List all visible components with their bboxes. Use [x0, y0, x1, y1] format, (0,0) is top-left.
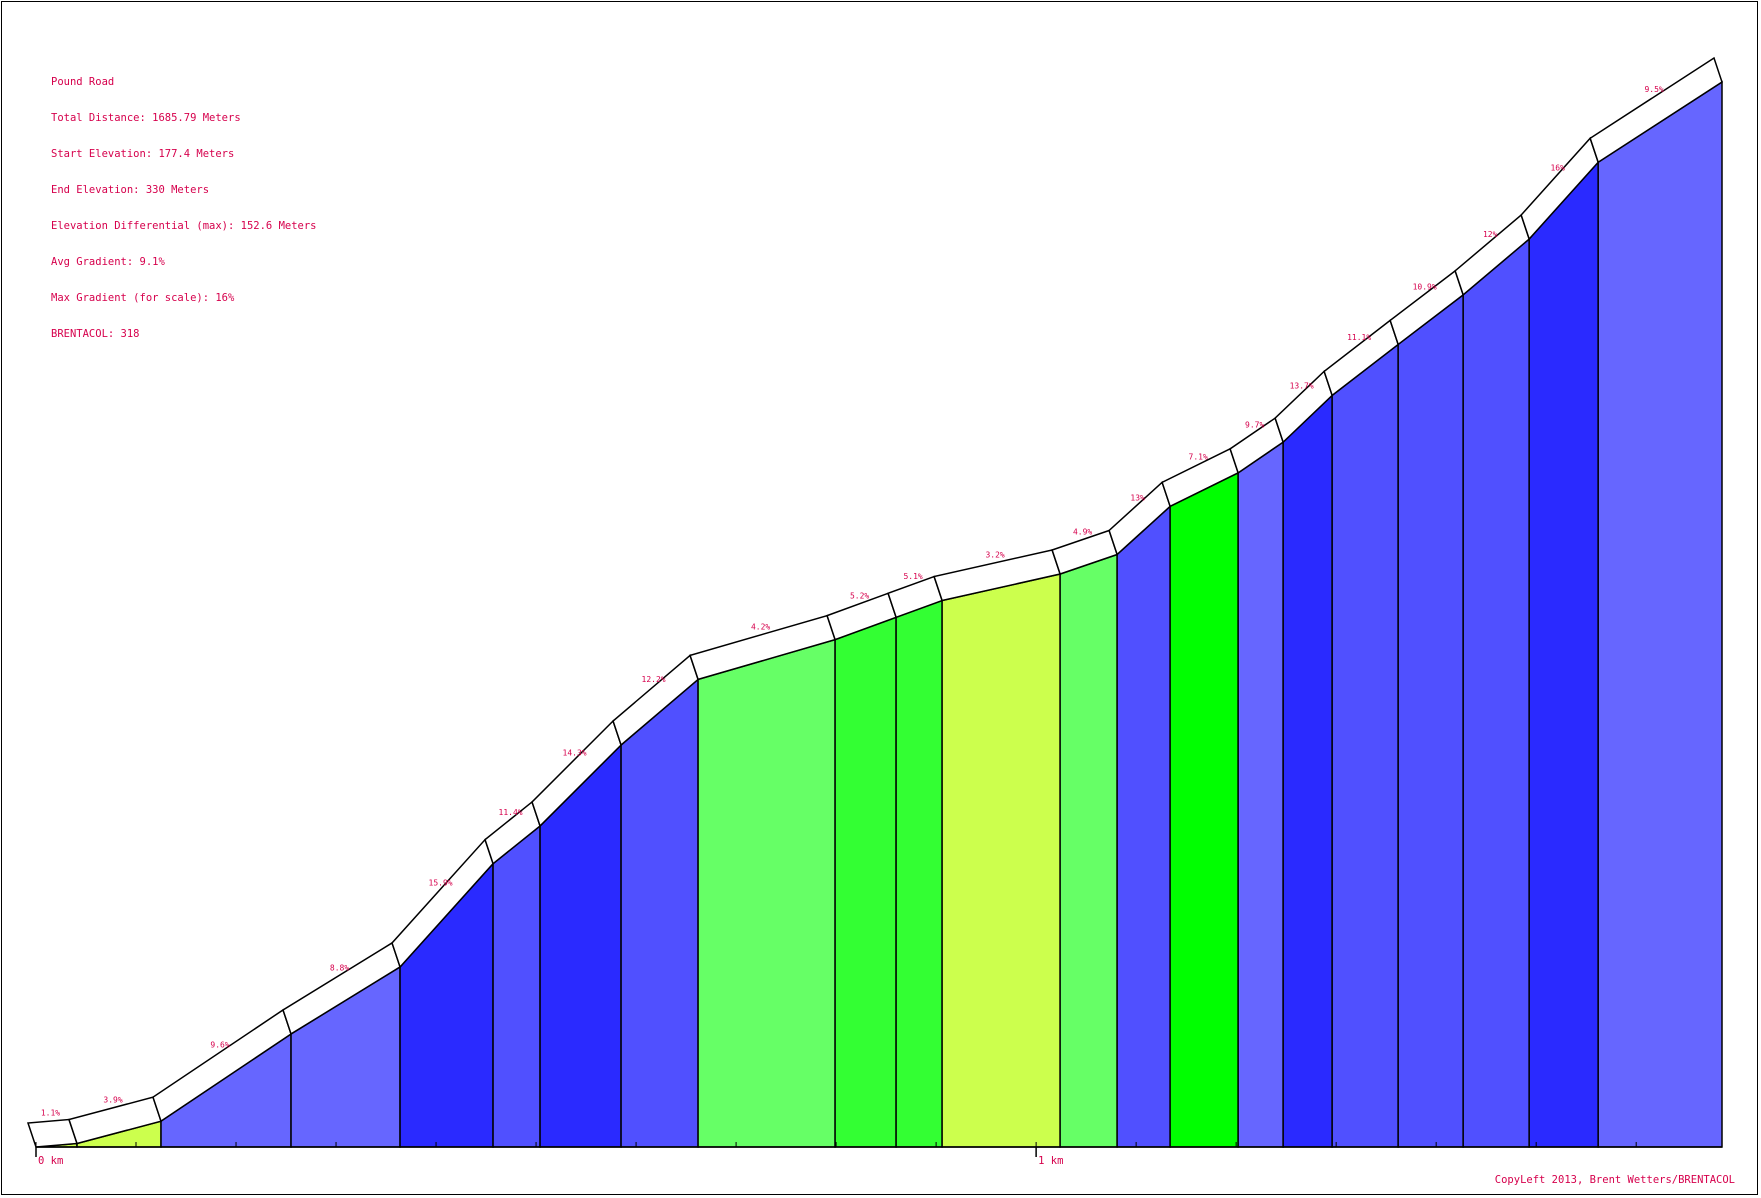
gradient-segments [35, 80, 1723, 1148]
gradient-labels: 1.1% 3.9% 9.6% 8.8% 15.9% 11.4% 14.3% 12.2% 4.2%… [41, 85, 1664, 1117]
x-tick-label: 0 km [38, 1155, 63, 1167]
gradient-label: 4.9% [1073, 527, 1092, 536]
road-band-segment [1589, 56, 1723, 164]
max-gradient: Max Gradient (for scale): 16% [51, 292, 235, 304]
gradient-label: 13.7% [1290, 382, 1314, 391]
gradient-segment [1528, 160, 1599, 1148]
distance-axis: 0 km 1 km [35, 1142, 1722, 1167]
gradient-segment [941, 573, 1061, 1148]
gradient-label: 9.7% [1245, 420, 1264, 429]
gradient-segment [1237, 440, 1284, 1148]
gradient-segment [1331, 342, 1399, 1148]
gradient-segment [1169, 471, 1239, 1148]
brentacol-score: BRENTACOL: 318 [51, 328, 140, 340]
gradient-label: 3.2% [985, 550, 1004, 559]
gradient-label: 11.1% [1347, 333, 1371, 342]
route-name: Pound Road [51, 76, 115, 88]
gradient-label: 5.1% [903, 572, 922, 581]
gradient-segment [697, 638, 836, 1148]
gradient-label: 12.2% [642, 675, 666, 684]
elevation-differential: Elevation Differential (max): 152.6 Mete… [51, 220, 317, 232]
gradient-label: 7.1% [1189, 453, 1208, 462]
gradient-segment [1116, 504, 1171, 1148]
gradient-segment [1059, 553, 1118, 1148]
start-elevation: Start Elevation: 177.4 Meters [51, 148, 235, 160]
gradient-segment [1462, 237, 1530, 1148]
road-band [26, 56, 1723, 1148]
gradient-label: 8.8% [330, 963, 349, 972]
gradient-label: 4.2% [751, 623, 770, 632]
copyright-notice: CopyLeft 2013, Brent Wetters/BRENTACOL [1494, 1174, 1735, 1186]
gradient-label: 1.1% [41, 1108, 60, 1117]
gradient-segment [895, 599, 943, 1148]
gradient-label: 12% [1483, 230, 1498, 239]
total-distance: Total Distance: 1685.79 Meters [51, 112, 241, 124]
gradient-label: 5.2% [850, 591, 869, 600]
gradient-segment [620, 677, 699, 1148]
gradient-label: 13% [1130, 493, 1145, 502]
avg-gradient: Avg Gradient: 9.1% [51, 256, 165, 268]
gradient-segment [1397, 293, 1464, 1148]
gradient-segment [834, 616, 897, 1148]
gradient-label: 14.3% [563, 748, 587, 757]
gradient-label: 9.5% [1644, 85, 1663, 94]
gradient-label: 10.9% [1413, 283, 1437, 292]
end-elevation: End Elevation: 330 Meters [51, 184, 210, 196]
gradient-label: 11.4% [499, 808, 523, 817]
gradient-label: 16% [1550, 164, 1565, 173]
gradient-segment [492, 824, 541, 1148]
gradient-segment [1282, 393, 1333, 1148]
route-info: Pound Road Total Distance: 1685.79 Meter… [51, 52, 317, 364]
x-tick-label: 1 km [1038, 1155, 1063, 1167]
gradient-segment [1597, 80, 1723, 1148]
gradient-label: 3.9% [103, 1095, 122, 1104]
gradient-label: 15.9% [429, 878, 453, 887]
gradient-label: 9.6% [210, 1041, 229, 1050]
